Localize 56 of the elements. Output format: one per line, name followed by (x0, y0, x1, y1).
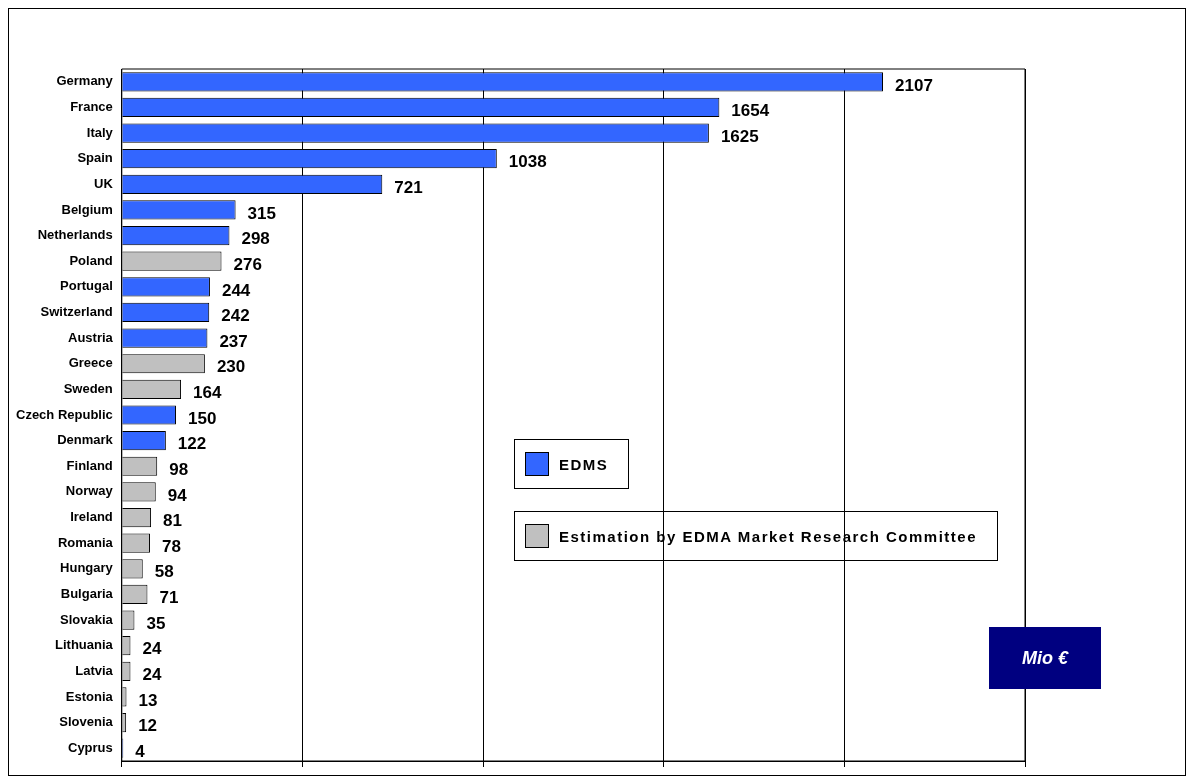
y-tick-label: Hungary (60, 560, 114, 576)
data-label: 58 (154, 562, 174, 582)
y-tick-label: Sweden (63, 380, 113, 396)
data-label: 298 (241, 229, 270, 249)
y-tick-label: Finland (66, 457, 113, 473)
data-label: 237 (219, 331, 248, 351)
y-tick-label: Romania (57, 534, 114, 550)
y-tick-label: Czech Republic (16, 406, 113, 422)
data-label: 2107 (895, 75, 933, 95)
y-tick-label: Netherlands (37, 227, 113, 243)
data-label: 230 (216, 357, 246, 377)
y-tick-label: Spain (77, 150, 113, 166)
data-label: 78 (161, 536, 181, 556)
y-tick-label: Austria (68, 329, 114, 345)
y-tick-label: Italy (86, 124, 114, 140)
y-tick-label: Denmark (57, 432, 114, 448)
y-tick-label: Ireland (70, 509, 113, 525)
y-tick-label: Lithuania (55, 637, 114, 653)
data-label: 81 (163, 511, 182, 531)
data-label: 1625 (720, 126, 759, 146)
y-tick-label: Latvia (75, 662, 114, 678)
data-label: 721 (394, 178, 423, 198)
y-tick-label: UK (94, 175, 114, 191)
y-tick-label: Slovakia (60, 611, 114, 627)
legend-label: EDMS (559, 455, 609, 473)
data-label: 276 (233, 254, 262, 274)
data-label: 98 (169, 459, 189, 479)
y-tick-label: Estonia (65, 688, 114, 704)
data-label: 13 (138, 690, 158, 710)
y-tick-label: Slovenia (59, 714, 114, 730)
y-tick-label: Greece (68, 355, 113, 371)
y-tick-label: Switzerland (40, 304, 113, 320)
y-tick-label: Belgium (61, 201, 113, 217)
data-label: 242 (221, 306, 250, 326)
y-tick-label: Germany (56, 73, 114, 89)
data-label: 71 (159, 588, 179, 608)
data-label: 4 (135, 741, 146, 761)
data-label: 35 (146, 613, 166, 633)
data-label: 12 (138, 716, 158, 736)
y-tick-label: Norway (65, 483, 114, 499)
data-label: 1654 (731, 101, 770, 121)
y-tick-label: Portugal (60, 278, 113, 294)
data-label: 1038 (508, 152, 547, 172)
data-label: 164 (193, 383, 222, 403)
y-tick-label: Cyprus (68, 739, 113, 755)
data-label: 24 (142, 639, 162, 659)
unit-label-box: Mio € (989, 627, 1101, 689)
data-label: 122 (177, 434, 207, 454)
data-label: 24 (142, 664, 162, 684)
data-label: 150 (187, 408, 217, 428)
y-tick-label: France (70, 99, 113, 115)
data-label: 94 (167, 485, 188, 505)
data-label: 244 (221, 280, 251, 300)
y-tick-label: Poland (69, 252, 113, 268)
y-tick-label: Bulgaria (60, 585, 114, 601)
data-label: 315 (247, 203, 276, 223)
